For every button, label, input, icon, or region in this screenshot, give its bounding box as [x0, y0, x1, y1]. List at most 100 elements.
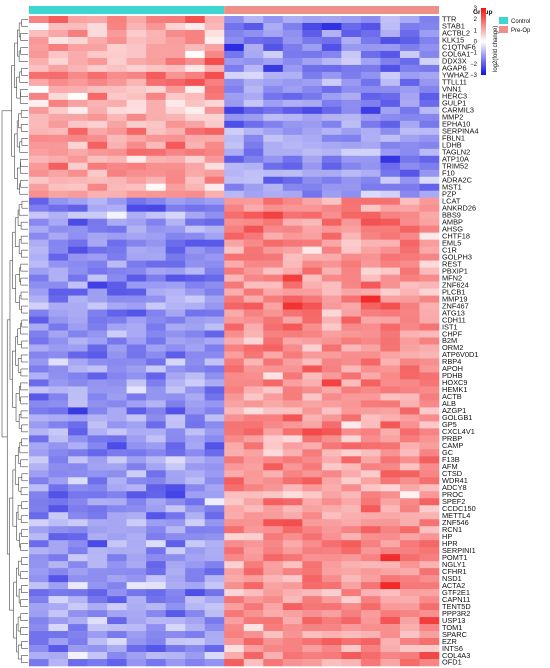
heatmap-cell	[185, 162, 206, 171]
heatmap-cell	[68, 190, 88, 199]
heatmap-cell	[341, 260, 362, 268]
heatmap-cell	[87, 631, 108, 639]
heatmap-cell	[107, 526, 127, 534]
heatmap-cell	[68, 421, 88, 429]
heatmap-cell	[224, 225, 245, 233]
heatmap-cell	[399, 337, 420, 345]
heatmap-cell	[380, 155, 401, 164]
heatmap-cell	[282, 407, 303, 415]
heatmap-cell	[321, 281, 342, 289]
heatmap-cell	[419, 372, 440, 380]
heatmap-cell	[263, 428, 284, 436]
heatmap-cell	[380, 50, 401, 59]
heatmap-cell	[321, 589, 342, 597]
heatmap-cell	[399, 106, 420, 115]
heatmap-cell	[126, 351, 147, 359]
heatmap-cell	[48, 337, 69, 345]
heatmap-cell	[204, 372, 225, 380]
heatmap-cell	[380, 365, 401, 373]
heatmap-cell	[204, 645, 225, 653]
heatmap-cell	[341, 470, 362, 478]
heatmap-cell	[107, 456, 127, 464]
heatmap-cell	[243, 85, 264, 94]
heatmap-cell	[204, 295, 225, 303]
heatmap-cell	[243, 414, 264, 422]
heatmap-cell	[146, 29, 166, 38]
heatmap-cell	[185, 561, 206, 569]
heatmap-cell	[224, 365, 245, 373]
heatmap-cell	[419, 260, 440, 268]
heatmap-cell	[185, 470, 206, 478]
heatmap-cell	[419, 582, 440, 590]
heatmap-cell	[224, 505, 245, 513]
heatmap-cell	[126, 449, 147, 457]
heatmap-cell	[302, 134, 323, 143]
heatmap-cell	[380, 218, 401, 226]
heatmap-cell	[29, 141, 49, 150]
heatmap-cell	[29, 449, 49, 457]
heatmap-cell	[341, 484, 362, 492]
heatmap-cell	[48, 393, 69, 401]
heatmap-cell	[360, 225, 381, 233]
heatmap-cell	[243, 29, 264, 38]
heatmap-cell	[360, 57, 381, 66]
heatmap-cell	[146, 16, 166, 24]
heatmap-cell	[302, 204, 323, 212]
row-label-azgp1: AZGP1	[442, 406, 466, 415]
heatmap-cell	[282, 64, 303, 73]
heatmap-cell	[321, 463, 342, 471]
heatmap-cell	[302, 477, 323, 485]
heatmap-cell	[87, 561, 108, 569]
heatmap-cell	[29, 589, 49, 597]
heatmap-cell	[146, 638, 166, 646]
heatmap-cell	[419, 190, 440, 199]
heatmap-cell	[263, 134, 284, 143]
heatmap-cell	[165, 477, 186, 485]
heatmap-cell	[68, 393, 88, 401]
heatmap-cell	[263, 92, 284, 101]
heatmap-cell	[204, 316, 225, 324]
heatmap-cell	[48, 484, 69, 492]
heatmap-cell	[302, 344, 323, 352]
heatmap-cell	[419, 29, 440, 38]
heatmap-cell	[87, 568, 108, 576]
heatmap-cell	[224, 568, 245, 576]
heatmap-cell	[68, 533, 88, 541]
heatmap-cell	[48, 148, 69, 157]
heatmap-cell	[126, 239, 147, 247]
heatmap-cell	[419, 232, 440, 240]
row-label-adra2c: ADRA2C	[442, 175, 473, 184]
heatmap-cell	[282, 596, 303, 604]
heatmap-cell	[302, 421, 323, 429]
heatmap-cell	[302, 246, 323, 254]
heatmap-cell	[87, 477, 108, 485]
heatmap-cell	[263, 330, 284, 338]
row-label-agap6: AGAP6	[442, 64, 467, 73]
heatmap-cell	[68, 435, 88, 443]
heatmap-cell	[243, 400, 264, 408]
heatmap-cell	[185, 71, 206, 80]
heatmap-cell	[126, 22, 147, 31]
heatmap-cell	[243, 617, 264, 625]
heatmap-cell	[29, 372, 49, 380]
heatmap-cell	[165, 302, 186, 310]
heatmap-cell	[341, 22, 362, 31]
heatmap-cell	[243, 260, 264, 268]
heatmap-cell	[204, 519, 225, 527]
heatmap-cell	[399, 400, 420, 408]
heatmap-cell	[380, 351, 401, 359]
heatmap-cell	[263, 617, 284, 625]
heatmap-cell	[68, 652, 88, 660]
color-scale-tick: 2	[474, 17, 478, 23]
heatmap-cell	[243, 330, 264, 338]
heatmap-cell	[302, 57, 323, 66]
row-label-lcat: LCAT	[442, 196, 461, 205]
heatmap-cell	[360, 71, 381, 80]
heatmap-cell	[68, 204, 88, 212]
heatmap-cell	[107, 330, 127, 338]
heatmap-cell	[399, 540, 420, 548]
heatmap-cell	[243, 561, 264, 569]
heatmap-cell	[185, 435, 206, 443]
heatmap-cell	[360, 505, 381, 513]
heatmap-cell	[87, 113, 108, 122]
